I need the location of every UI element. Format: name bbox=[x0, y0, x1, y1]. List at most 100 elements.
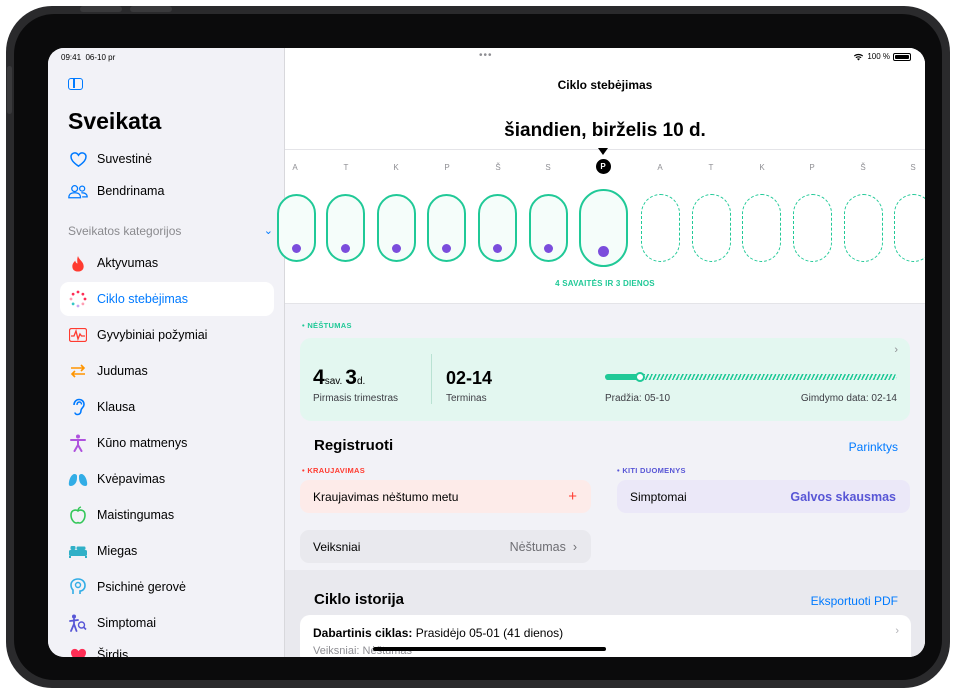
due-date-value: 02-14 bbox=[446, 368, 493, 388]
sidebar-item-activity[interactable]: Aktyvumas bbox=[60, 246, 274, 280]
wifi-icon bbox=[854, 53, 864, 61]
bed-icon bbox=[68, 541, 88, 561]
day-letter: K bbox=[393, 163, 399, 172]
cycle-day-pill-future[interactable] bbox=[692, 194, 731, 262]
symptoms-icon bbox=[68, 613, 88, 633]
section-header-categories[interactable]: Sveikatos kategorijos ⌄ bbox=[68, 224, 273, 238]
sidebar-item-vitals[interactable]: Gyvybiniai požymiai bbox=[60, 318, 274, 352]
pregnancy-duration: 4sav. 3d. bbox=[313, 366, 366, 389]
factors-log-button[interactable]: Veiksniai Nėštumas › bbox=[300, 530, 591, 563]
mind-icon bbox=[68, 577, 88, 597]
screen: Sveikata Suvestinė Bendrinama Sveikatos … bbox=[48, 48, 925, 657]
chevron-down-icon: ⌄ bbox=[263, 225, 273, 237]
log-section-title: Registruoti bbox=[314, 437, 394, 454]
sidebar-item-cycle-tracking[interactable]: Ciklo stebėjimas bbox=[60, 282, 274, 316]
people-icon bbox=[68, 181, 88, 201]
day-letter: S bbox=[545, 163, 551, 172]
bleeding-log-button[interactable]: Kraujavimas nėštumo metu + bbox=[300, 480, 591, 513]
day-letter: T bbox=[708, 163, 714, 172]
cycle-day-pill-future[interactable] bbox=[894, 194, 925, 262]
vitals-icon bbox=[68, 325, 88, 345]
cycle-day-pill-future[interactable] bbox=[742, 194, 781, 262]
cycle-day-pill-future[interactable] bbox=[793, 194, 832, 262]
top-button bbox=[80, 6, 122, 12]
cycle-day-pill[interactable] bbox=[478, 194, 517, 262]
cycle-day-pill-today[interactable] bbox=[579, 189, 628, 267]
pregnancy-progress-knob bbox=[635, 372, 645, 382]
options-link[interactable]: Parinktys bbox=[848, 440, 898, 454]
sidebar-item-mobility[interactable]: Judumas bbox=[60, 354, 274, 388]
multitasking-dots-icon[interactable]: ••• bbox=[479, 50, 493, 61]
sidebar-item-label: Maistingumas bbox=[97, 508, 175, 522]
app-title: Sveikata bbox=[68, 108, 162, 134]
sidebar-item-hearing[interactable]: Klausa bbox=[60, 390, 274, 424]
pregnancy-section-label: • NĖŠTUMAS bbox=[302, 321, 352, 330]
ear-icon bbox=[68, 397, 88, 417]
sidebar-item-label: Gyvybiniai požymiai bbox=[97, 328, 208, 342]
sidebar-item-sleep[interactable]: Miegas bbox=[60, 534, 274, 568]
today-marker-icon bbox=[598, 148, 608, 155]
day-letter: S bbox=[910, 163, 916, 172]
sidebar-item-label: Psichinė gerovė bbox=[97, 580, 186, 594]
cycle-day-pill[interactable] bbox=[326, 194, 365, 262]
cycle-day-pill[interactable] bbox=[529, 194, 568, 262]
mobility-icon bbox=[68, 361, 88, 381]
cycle-day-pill-future[interactable] bbox=[641, 194, 680, 262]
cycle-dot bbox=[493, 244, 502, 253]
sidebar-item-label: Bendrinama bbox=[97, 184, 165, 198]
birth-date-label: Gimdymo data: 02-14 bbox=[800, 393, 897, 404]
sidebar-item-heart[interactable]: Širdis bbox=[60, 638, 274, 657]
home-indicator[interactable] bbox=[373, 647, 606, 651]
cycle-day-pill[interactable] bbox=[377, 194, 416, 262]
chevron-right-icon: › bbox=[895, 625, 899, 637]
due-date-label: Terminas bbox=[446, 393, 487, 404]
symptoms-value: Galvos skausmas bbox=[790, 489, 896, 504]
sidebar-item-nutrition[interactable]: Maistingumas bbox=[60, 498, 274, 532]
top-button bbox=[130, 6, 172, 12]
sidebar-item-mental-wellbeing[interactable]: Psichinė gerovė bbox=[60, 570, 274, 604]
sidebar-item-summary[interactable]: Suvestinė bbox=[60, 142, 274, 176]
current-cycle-text: Dabartinis ciklas: Prasidėjo 05-01 (41 d… bbox=[313, 626, 564, 640]
sidebar-item-symptoms[interactable]: Simptomai bbox=[60, 606, 274, 640]
factors-label: Veiksniai bbox=[313, 539, 361, 554]
sidebar-item-label: Simptomai bbox=[97, 616, 157, 630]
sidebar-item-respiratory[interactable]: Kvėpavimas bbox=[60, 462, 274, 496]
sidebar-item-body-measurements[interactable]: Kūno matmenys bbox=[60, 426, 274, 460]
day-letter: Š bbox=[860, 163, 866, 172]
sidebar-item-label: Širdis bbox=[97, 648, 129, 657]
cycle-dot bbox=[292, 244, 301, 253]
status-right: 100 % bbox=[853, 52, 911, 61]
cycle-day-pill[interactable] bbox=[277, 194, 316, 262]
pregnancy-progress-fill bbox=[605, 374, 640, 380]
cycle-dot bbox=[598, 246, 609, 257]
pregnancy-card[interactable]: › 4sav. 3d. Pirmasis trimestras 02-14 Ter… bbox=[300, 338, 910, 421]
day-letter: K bbox=[759, 163, 765, 172]
pregnancy-progress-track bbox=[605, 374, 897, 380]
day-letter: A bbox=[292, 163, 298, 172]
cycle-day-pill-future[interactable] bbox=[844, 194, 883, 262]
sidebar-item-label: Miegas bbox=[97, 544, 138, 558]
symptoms-log-button[interactable]: Simptomai Galvos skausmas bbox=[617, 480, 910, 513]
export-pdf-link[interactable]: Eksportuoti PDF bbox=[810, 594, 898, 608]
weeks-label: 4 SAVAITĖS IR 3 DIENOS bbox=[555, 279, 655, 288]
sidebar-item-label: Aktyvumas bbox=[97, 256, 159, 270]
sidebar-toggle-icon[interactable] bbox=[68, 78, 83, 90]
chevron-right-icon: › bbox=[894, 344, 898, 356]
day-letter: P bbox=[809, 163, 815, 172]
day-letter: Š bbox=[495, 163, 501, 172]
today-day-badge[interactable]: P bbox=[595, 159, 611, 174]
factors-value: Nėštumas › bbox=[509, 539, 577, 554]
battery-percent: 100 % bbox=[867, 52, 890, 61]
lungs-icon bbox=[68, 469, 88, 489]
bleeding-category-label: • KRAUJAVIMAS bbox=[302, 466, 366, 475]
other-data-category-label: • KITI DUOMENYS bbox=[617, 466, 686, 475]
cycle-day-pill[interactable] bbox=[427, 194, 466, 262]
flame-icon bbox=[68, 253, 88, 273]
bleeding-item-label: Kraujavimas nėštumo metu bbox=[313, 489, 459, 504]
sidebar-item-label: Suvestinė bbox=[97, 152, 152, 166]
sidebar-item-sharing[interactable]: Bendrinama bbox=[60, 174, 274, 208]
ipad-frame: Sveikata Suvestinė Bendrinama Sveikatos … bbox=[6, 6, 950, 688]
nav-title: Ciklo stebėjimas bbox=[557, 78, 653, 92]
sidebar-item-label: Kvėpavimas bbox=[97, 472, 166, 486]
battery-icon bbox=[893, 52, 911, 61]
